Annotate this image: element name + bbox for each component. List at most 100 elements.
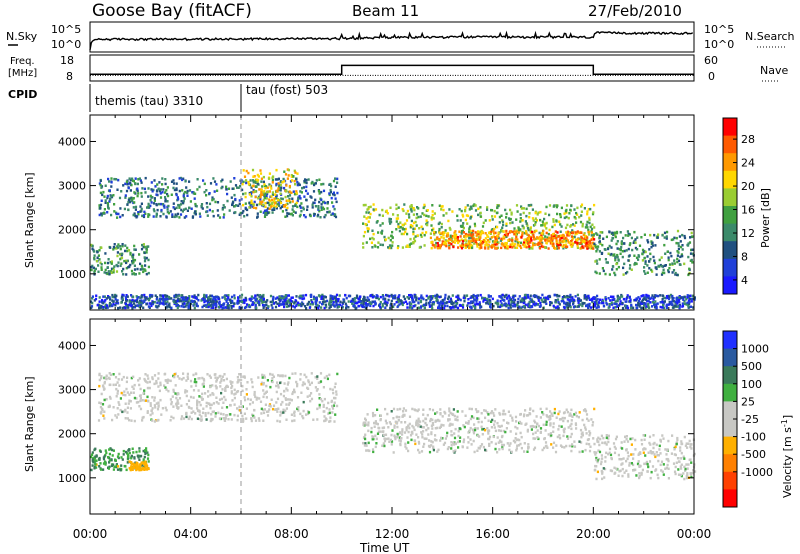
power-cell [573, 208, 576, 211]
power-cell [296, 205, 299, 209]
power-cell [649, 252, 652, 256]
power-cell [651, 294, 654, 297]
power-cell [465, 294, 469, 297]
power-cell [363, 305, 366, 309]
power-cell [360, 302, 363, 305]
velocity-cell [221, 388, 224, 391]
power-cell [262, 306, 265, 309]
velocity-cell [108, 448, 111, 451]
velocity-cell [190, 411, 193, 414]
power-cell [493, 245, 496, 248]
power-cell [430, 246, 433, 250]
power-cell [616, 295, 619, 298]
power-cell [455, 239, 459, 242]
noise-right-tick-bottom: 10^0 [704, 38, 734, 51]
power-cell [250, 303, 254, 307]
power-cell [607, 306, 610, 309]
power-cell [327, 210, 330, 214]
power-cell [691, 235, 694, 238]
power-cell [174, 300, 177, 303]
power-cell [208, 208, 211, 212]
power-cell [128, 265, 131, 268]
power-cell [398, 294, 401, 297]
power-cell [429, 236, 432, 240]
freq-label: Freq. [10, 56, 35, 67]
velocity-cell [174, 384, 177, 387]
velocity-cell [237, 379, 240, 382]
power-cell [542, 237, 545, 240]
power-cell [520, 207, 524, 210]
power-cell [142, 245, 145, 249]
power-cell [254, 294, 257, 297]
power-cell [468, 246, 471, 250]
velocity-cell [149, 404, 152, 407]
velocity-cell [271, 407, 275, 411]
power-cell [514, 239, 517, 243]
power-cell [566, 298, 569, 301]
power-cell [378, 303, 381, 306]
power-cell [124, 302, 127, 306]
velocity-cell [120, 464, 123, 467]
power-cell [115, 178, 118, 181]
power-cell [619, 300, 622, 303]
power-cell [412, 241, 415, 244]
power-cell [100, 246, 103, 249]
velocity-cell [245, 393, 248, 396]
velocity-cell [170, 415, 173, 419]
power-cell [229, 298, 232, 302]
power-cell [322, 182, 325, 186]
power-cell [382, 298, 385, 301]
power-cell [575, 232, 579, 235]
power-cell [362, 298, 365, 301]
power-cell [476, 243, 479, 246]
power-cell [266, 299, 269, 302]
power-cell [661, 234, 664, 237]
velocity-cell [120, 378, 124, 381]
power-cell [389, 218, 392, 221]
power-cell [173, 188, 176, 192]
velocity-cell [90, 468, 93, 472]
velocity-cell [141, 468, 144, 471]
power-cell [676, 229, 680, 233]
power-cell [145, 248, 148, 251]
power-colorbar-tick-label: 4 [741, 274, 748, 287]
power-cell [295, 190, 298, 193]
velocity-cell [336, 404, 339, 408]
power-cell [293, 301, 296, 304]
power-cell [158, 189, 161, 193]
power-cell [540, 298, 543, 301]
power-cell [506, 303, 509, 307]
power-cell [398, 303, 401, 306]
power-cell [618, 247, 621, 251]
power-cell [450, 301, 454, 304]
power-cell [269, 199, 272, 203]
power-cell [309, 302, 312, 306]
power-cell [141, 301, 144, 305]
power-cell [98, 306, 101, 310]
power-cell [668, 303, 671, 306]
velocity-cell [143, 468, 146, 471]
power-cell [337, 297, 340, 301]
power-cell [462, 222, 465, 225]
velocity-cell [310, 392, 313, 395]
power-cell [611, 231, 614, 235]
power-cell [396, 217, 400, 220]
velocity-cell [132, 375, 135, 379]
power-cell [401, 303, 404, 307]
y-tick-label: 1000 [58, 268, 86, 281]
power-cell [401, 301, 404, 305]
power-cell [201, 305, 204, 309]
power-cell [553, 246, 556, 250]
power-cell [529, 227, 532, 230]
power-cell [527, 228, 530, 232]
power-cell [464, 232, 467, 236]
power-cell [414, 235, 417, 238]
power-cell [591, 300, 594, 304]
velocity-cell [145, 447, 148, 450]
velocity-cell [229, 380, 232, 383]
velocity-cell [272, 404, 276, 407]
power-cell [262, 175, 265, 179]
power-cell [509, 306, 512, 309]
power-cell [598, 250, 601, 253]
velocity-cell [221, 375, 224, 378]
